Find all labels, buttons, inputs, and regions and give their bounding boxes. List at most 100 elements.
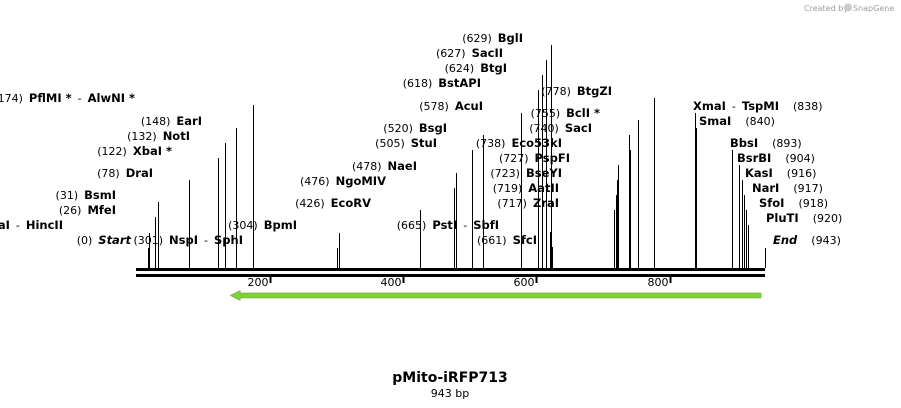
site-saci[interactable]: (740) SacI: [529, 121, 630, 268]
site-label[interactable]: (78) DraI: [97, 166, 153, 180]
site-label[interactable]: End (943): [773, 233, 841, 247]
site-noti[interactable]: (132) NotI: [127, 129, 226, 268]
site-nari[interactable]: NarI (917): [744, 181, 823, 268]
site-label[interactable]: (122) XbaI *: [97, 144, 172, 158]
orf-arrow-shape[interactable]: [229, 290, 762, 301]
site-start[interactable]: (0) Start: [77, 233, 149, 268]
site-label[interactable]: (755) BclI *: [531, 106, 600, 120]
site-label[interactable]: (174) PflMI *-AlwNI *: [0, 91, 135, 105]
feature-arrow[interactable]: [229, 290, 762, 301]
site-enzyme-name: PstI: [432, 218, 457, 232]
site-position: (665): [397, 219, 427, 232]
site-label[interactable]: (520) BsgI: [383, 121, 447, 135]
site-enzyme-name: SphI: [214, 233, 243, 247]
site-eari[interactable]: (148) EarI: [141, 114, 237, 268]
site-ecorv[interactable]: (426) EcoRV: [295, 196, 421, 268]
site-label[interactable]: (723) BseYI: [490, 166, 562, 180]
site-label[interactable]: (132) NotI: [127, 129, 190, 143]
site-smai[interactable]: SmaI (840): [696, 114, 775, 268]
site-bseyi[interactable]: (723) BseYI: [490, 166, 618, 268]
restriction-sites: (0)Start(17)HpaI-HincII(26)MfeI(31)BsmI(…: [0, 31, 842, 268]
site-label[interactable]: (26) MfeI: [59, 203, 116, 217]
site-xmai[interactable]: XmaI - TspMI (838): [693, 99, 823, 268]
site-bgli[interactable]: (629) BglI: [462, 31, 552, 268]
site-end[interactable]: End (943): [765, 233, 841, 268]
site-position: (838): [793, 100, 823, 113]
site-enzyme-name: BsrBI: [737, 151, 771, 165]
site-zrai[interactable]: (717) ZraI: [497, 196, 615, 268]
site-bsgi[interactable]: (520) BsgI: [383, 121, 484, 268]
site-stui[interactable]: (505) StuI: [375, 136, 473, 268]
site-label[interactable]: BsrBI (904): [737, 151, 815, 165]
site-position: (26): [59, 204, 82, 217]
site-label[interactable]: (476) NgoMIV: [300, 174, 386, 188]
site-label[interactable]: (717) ZraI: [497, 196, 559, 210]
site-btgi[interactable]: (624) BtgI: [445, 61, 543, 268]
site-aatii[interactable]: (719) AatII: [493, 181, 617, 268]
site-label[interactable]: (627) SacII: [436, 46, 503, 60]
site-label[interactable]: (0) Start: [77, 233, 132, 247]
site-ngomiv[interactable]: (476) NgoMIV: [300, 174, 455, 268]
site-label[interactable]: (17)HpaI-HincII: [0, 218, 63, 232]
site-label[interactable]: (505) StuI: [375, 136, 437, 150]
site-label[interactable]: (665) PstI - SbfI: [397, 218, 499, 232]
site-label[interactable]: (661) SfcI: [477, 233, 537, 247]
site-label[interactable]: BbsI (893): [730, 136, 802, 150]
site-enzyme-name: AatII: [528, 181, 559, 195]
site-position: (661): [477, 234, 507, 247]
site-enzyme-name: NotI: [163, 129, 190, 143]
site-bsmi[interactable]: (31) BsmI: [56, 188, 159, 268]
site-label[interactable]: (778) BtgZI: [541, 84, 612, 98]
site-bbsi[interactable]: BbsI (893): [730, 136, 802, 268]
site-label[interactable]: SfoI (918): [759, 196, 828, 210]
site-eco53ki[interactable]: (738) Eco53kI: [476, 136, 631, 268]
site-label[interactable]: (738) Eco53kI: [476, 136, 562, 150]
site-label[interactable]: PluTI (920): [766, 211, 842, 225]
site-nspi[interactable]: (301) NspI - SphI: [133, 233, 338, 268]
site-bsrbi[interactable]: BsrBI (904): [737, 151, 815, 268]
site-sacii[interactable]: (627) SacII: [436, 46, 547, 268]
site-position: (301): [133, 234, 163, 247]
site-label[interactable]: (727) PspFI: [499, 151, 570, 165]
site-label[interactable]: (719) AatII: [493, 181, 559, 195]
site-psti[interactable]: (665) PstI - SbfI: [397, 218, 551, 268]
site-label[interactable]: (304) BpmI: [228, 218, 297, 232]
site-position: (719): [493, 182, 523, 195]
site-label[interactable]: (740) SacI: [529, 121, 592, 135]
site-bstapi[interactable]: (618) BstAPI: [403, 76, 539, 268]
site-label[interactable]: (629) BglI: [462, 31, 523, 45]
site-sfci[interactable]: (661) SfcI: [477, 233, 553, 268]
site-position: (78): [97, 167, 120, 180]
site-label[interactable]: XmaI - TspMI (838): [693, 99, 823, 113]
site-naei[interactable]: (478) NaeI: [352, 159, 457, 268]
site-label[interactable]: (618) BstAPI: [403, 76, 481, 90]
site-mfei[interactable]: (26) MfeI: [59, 203, 156, 268]
site-label[interactable]: (31) BsmI: [56, 188, 116, 202]
site-position: (727): [499, 152, 529, 165]
site-pspfi[interactable]: (727) PspFI: [499, 151, 619, 268]
site-sfoi[interactable]: SfoI (918): [746, 196, 829, 268]
site-label[interactable]: (578) AcuI: [419, 99, 483, 113]
site-label[interactable]: (478) NaeI: [352, 159, 417, 173]
site-pluti[interactable]: PluTI (920): [748, 211, 843, 268]
site-label[interactable]: (624) BtgI: [445, 61, 507, 75]
site-acui[interactable]: (578) AcuI: [419, 99, 522, 268]
site-label[interactable]: SmaI (840): [699, 114, 775, 128]
site-drai[interactable]: (78) DraI: [97, 166, 190, 268]
site-enzyme-name: NaeI: [388, 159, 417, 173]
site-xbai[interactable]: (122) XbaI *: [97, 144, 219, 268]
site-label[interactable]: (426) EcoRV: [295, 196, 371, 210]
site-label[interactable]: NarI (917): [752, 181, 823, 195]
site-position: (578): [419, 100, 449, 113]
site-btgzi[interactable]: (778) BtgZI: [541, 84, 655, 268]
site-label[interactable]: (148) EarI: [141, 114, 202, 128]
site-hpai[interactable]: (17)HpaI-HincII: [0, 218, 150, 268]
site-label[interactable]: (301) NspI - SphI: [133, 233, 243, 247]
site-bpmi[interactable]: (304) BpmI: [228, 218, 340, 268]
site-pflmi[interactable]: (174)PflMI *-AlwNI *: [0, 91, 254, 268]
site-bcli[interactable]: (755) BclI *: [531, 106, 639, 268]
site-enzyme-name: Eco53kI: [511, 136, 562, 150]
site-label[interactable]: KasI (916): [745, 166, 816, 180]
site-enzyme-name: MfeI: [87, 203, 116, 217]
site-kasi[interactable]: KasI (916): [742, 166, 817, 268]
